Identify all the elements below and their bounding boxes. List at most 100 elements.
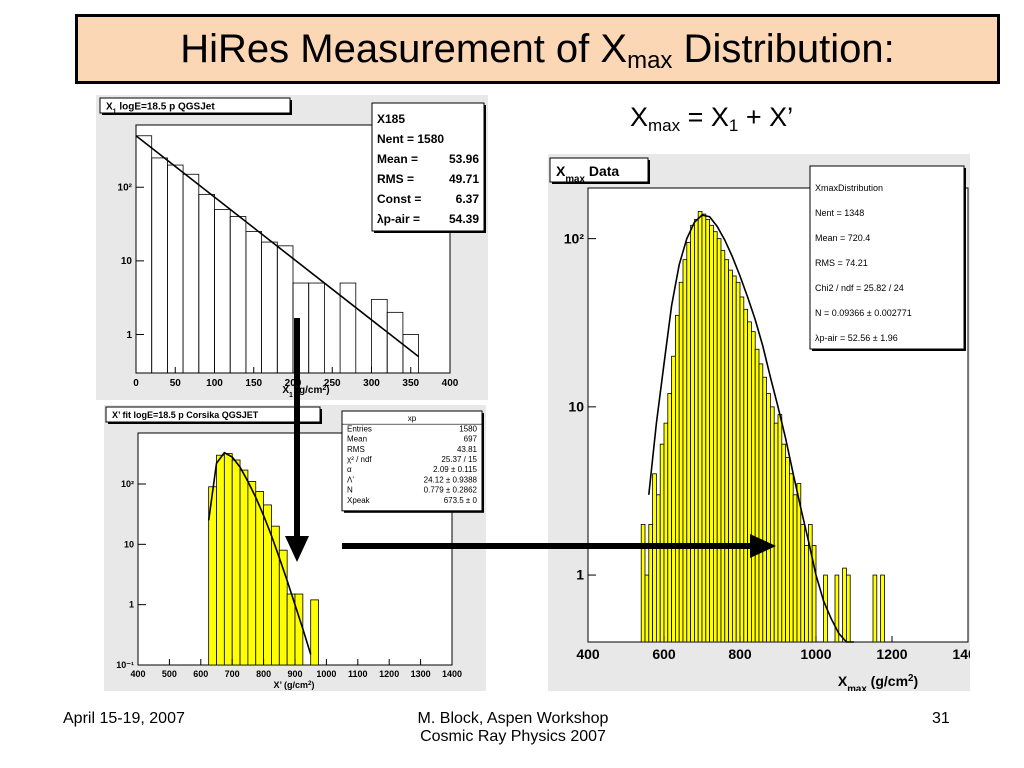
x-tick-label: 400 <box>130 669 145 679</box>
y-tick-label: 1 <box>129 600 134 610</box>
y-tick-label: 1 <box>126 330 132 341</box>
xprime-title-box-text: X’ fit logE=18.5 p Corsika QGSJET <box>112 410 259 420</box>
stats-label: Λ’ <box>347 475 354 484</box>
histogram-bar <box>690 224 695 643</box>
stats-label: Chi2 / ndf = 25.82 / 24 <box>815 283 904 293</box>
stats-label: Const = <box>377 192 421 206</box>
xprime-histogram-panel: 400 500 600 700 800 900 1000 1100 1200 1300 1400 10… <box>104 405 486 691</box>
stats-value: 673.5 ± 0 <box>444 496 478 505</box>
histogram-bar <box>686 241 692 643</box>
x1-bars <box>135 135 419 374</box>
x-tick-label: 900 <box>287 669 302 679</box>
x-tick-label: 1400 <box>442 669 462 679</box>
footer-date: April 15-19, 2007 <box>63 710 185 727</box>
histogram-bar <box>656 494 661 643</box>
xmax-title-box <box>549 157 649 183</box>
histogram-bar <box>880 574 885 643</box>
x-tick-label: 50 <box>170 378 182 389</box>
histogram-bar <box>762 376 768 643</box>
slide-title: HiRes Measurement of Xmax Distribution: <box>180 27 895 74</box>
histogram-bar <box>735 281 741 643</box>
histogram-bar <box>712 231 718 643</box>
x-tick-label: 1200 <box>876 646 907 662</box>
xprime-bars <box>208 453 319 666</box>
histogram-bar <box>659 443 665 643</box>
x-tick-label: 200 <box>285 378 302 389</box>
stats-label: N <box>347 486 353 495</box>
stats-label: Mean = 720.4 <box>815 233 870 243</box>
xprime-title-box <box>105 406 321 423</box>
histogram-bar <box>701 213 707 643</box>
histogram-bar <box>758 363 764 643</box>
x-tick-label: 1100 <box>348 669 368 679</box>
stats-value: 697 <box>464 435 478 444</box>
stats-label: χ² / ndf <box>347 455 372 464</box>
fit-curve <box>648 214 854 643</box>
stats-label: XmaxDistribution <box>815 183 883 193</box>
fit-line <box>135 135 420 358</box>
histogram-bar <box>231 459 241 666</box>
xmax-histogram-chart: 400 600 800 1000 1200 1400 1 10 10² Xmax Data Xmax… <box>549 157 984 695</box>
histogram-bar <box>705 219 711 643</box>
y-tick-label: 10 <box>124 539 134 549</box>
stats-label: Nent = 1580 <box>377 132 444 146</box>
histogram-bar <box>216 454 225 666</box>
histogram-bar <box>263 504 272 666</box>
y-tick-label: 10⁻¹ <box>116 660 134 670</box>
histogram-bar <box>663 422 669 643</box>
histogram-bar <box>709 224 714 643</box>
histogram-bar <box>678 281 684 643</box>
histogram-bar <box>223 453 233 666</box>
x1-title-box <box>99 97 291 114</box>
histogram-bar <box>720 250 726 643</box>
x1-title-box-text: X1 logE=18.5 p QGSJet <box>106 102 215 116</box>
x-tick-label: 400 <box>442 378 459 389</box>
stats-label: α <box>347 465 352 474</box>
stats-value: 25.37 / 15 <box>441 455 477 464</box>
stats-value: 54.39 <box>449 212 479 226</box>
x-axis-label: Xmax (g/cm2) <box>838 673 918 692</box>
stats-value: 49.71 <box>449 172 479 186</box>
x-tick-label: 1400 <box>952 646 970 662</box>
histogram-bar <box>739 296 745 643</box>
histogram-bar <box>781 443 787 643</box>
histogram-bar <box>339 282 357 374</box>
x1-stats-box <box>371 102 485 232</box>
y-tick-label: 10 <box>568 399 584 415</box>
x-tick-label: 800 <box>728 646 752 662</box>
histogram-bar <box>754 348 760 643</box>
histogram-bar <box>845 574 851 643</box>
histogram-bar <box>693 219 699 643</box>
histogram-bar <box>811 545 817 643</box>
histogram-bar <box>255 491 264 666</box>
x-tick-label: 1000 <box>800 646 831 662</box>
x-tick-label: 500 <box>162 669 177 679</box>
x-tick-label: 800 <box>256 669 271 679</box>
histogram-bar <box>308 282 325 374</box>
histogram-bar <box>769 406 775 643</box>
histogram-bar <box>671 355 676 643</box>
histogram-bar <box>785 457 790 643</box>
x-tick-label: 700 <box>225 669 240 679</box>
histogram-bar <box>640 524 646 643</box>
histogram-bar <box>697 211 703 643</box>
x1-histogram-chart: 0 50 100 150 200 250 300 350 400 1 10 10² X1 logE=18… <box>99 97 486 399</box>
stats-value: 6.37 <box>456 192 480 206</box>
histogram-bar <box>644 574 650 643</box>
x-tick-label: 150 <box>245 378 262 389</box>
histogram-bar <box>766 393 771 643</box>
histogram-bar <box>724 259 730 643</box>
stats-header: xp <box>408 414 417 423</box>
histogram-bar <box>834 574 840 643</box>
footer-author: M. Block, Aspen Workshop Cosmic Ray Phys… <box>417 710 609 745</box>
stats-label: Entries <box>347 424 372 433</box>
histogram-bar <box>773 422 779 643</box>
histogram-bar <box>872 574 878 643</box>
x-tick-label: 600 <box>652 646 676 662</box>
xprime-histogram-chart: 400 500 600 700 800 900 1000 1100 1200 1300 140010… <box>105 406 484 691</box>
histogram-bar <box>728 269 733 643</box>
stats-label: Xpeak <box>347 496 371 505</box>
histogram-bar <box>800 524 806 643</box>
histogram-bar <box>648 524 654 643</box>
x-axis-label: X’ (g/cm2) <box>273 680 314 691</box>
